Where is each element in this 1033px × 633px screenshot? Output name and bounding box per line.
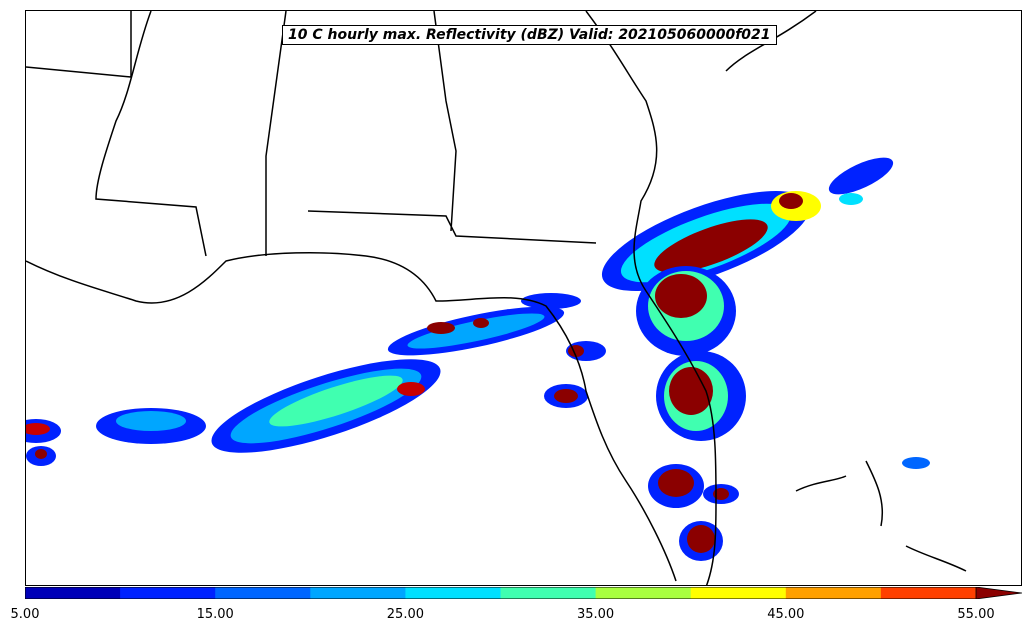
coastline-and-borders [26, 11, 967, 585]
colorbar-segment [595, 587, 692, 599]
colorbar-extend-arrow [975, 587, 1022, 599]
map-panel: 10 C hourly max. Reflectivity (dBZ) Vali… [25, 10, 1022, 586]
colorbar-segment [215, 587, 311, 599]
colorbar-tick-label: 35.00 [576, 607, 615, 622]
colorbar-segment [310, 587, 406, 599]
colorbar-segment [690, 587, 787, 599]
colorbar-segment [785, 587, 882, 599]
colorbar-tick-label: 45.00 [767, 607, 805, 622]
colorbar-segment [120, 587, 216, 599]
colorbar-segment [880, 587, 977, 599]
colorbar [25, 587, 1022, 599]
map-title: 10 C hourly max. Reflectivity (dBZ) Vali… [282, 25, 777, 45]
colorbar-segment [405, 587, 501, 599]
colorbar-tick-label: 25.00 [386, 607, 424, 622]
reflectivity-field [26, 157, 930, 561]
colorbar-tick-label: 55.00 [957, 607, 995, 622]
colorbar-segment [500, 587, 597, 599]
colorbar-segment [25, 587, 121, 599]
colorbar-tick-label: 5.00 [10, 607, 40, 622]
colorbar-tick-label: 15.00 [196, 607, 234, 622]
reflectivity-map [26, 11, 967, 585]
